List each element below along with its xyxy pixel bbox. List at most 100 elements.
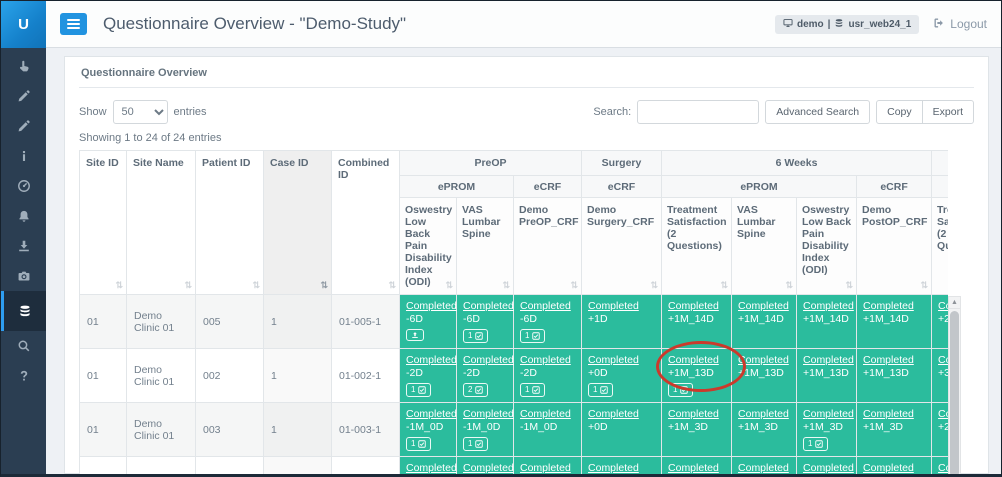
vertical-scrollbar[interactable]: ▲ [948, 296, 961, 474]
completed-link[interactable]: Completed [863, 300, 914, 312]
sidebar-item-hand-pointer[interactable] [1, 51, 46, 81]
completed-link[interactable]: Completed [406, 354, 457, 366]
entry-count-badge[interactable]: 1 [406, 437, 432, 451]
form-type-subheader: eCRF [512, 175, 583, 198]
completed-link[interactable]: Completed [668, 354, 719, 366]
logout-button[interactable]: Logout [933, 17, 987, 32]
column-header-case-id[interactable]: Case ID ⇅ [263, 150, 332, 295]
questionnaire-column-header[interactable]: Oswestry Low Back Pain Disability Index … [399, 197, 457, 295]
sidebar-item-gauge[interactable] [1, 171, 46, 201]
sidebar-item-search[interactable] [1, 331, 46, 361]
column-header-patient-id[interactable]: Patient ID ⇅ [195, 150, 264, 295]
export-button[interactable]: Export [921, 100, 974, 124]
sort-icon[interactable]: ⇅ [785, 280, 794, 290]
sort-icon[interactable]: ⇅ [115, 280, 123, 290]
completed-link[interactable]: Completed [668, 408, 719, 420]
menu-toggle-button[interactable] [60, 13, 87, 35]
completed-link[interactable]: Completed [463, 300, 514, 312]
schedule-offset: +1D [588, 313, 608, 325]
completed-link[interactable]: Completed [406, 300, 457, 312]
questionnaire-column-header[interactable]: Treatment Satisfaction (2 Questions)⇅ [931, 197, 948, 295]
completed-link[interactable]: Completed [738, 300, 789, 312]
completed-link[interactable]: Completed [738, 354, 789, 366]
questionnaire-column-header[interactable]: Demo Surgery_CRF ⇅ [581, 197, 663, 295]
completed-link[interactable]: Completed [668, 300, 719, 312]
completed-link[interactable]: Completed [803, 300, 854, 312]
sort-icon[interactable]: ⇅ [650, 280, 659, 290]
entry-count-badge[interactable]: 1 [406, 383, 432, 397]
completed-link[interactable]: Completed [863, 354, 914, 366]
completed-link[interactable]: Completed [938, 354, 948, 366]
sidebar-item-camera[interactable] [1, 261, 46, 291]
completed-link[interactable]: Completed [520, 354, 571, 366]
entry-count-badge[interactable]: 1 [520, 329, 546, 343]
questionnaire-column-header[interactable]: Oswestry Low Back Pain Disability Index … [796, 197, 858, 295]
scroll-up-arrow-icon[interactable]: ▲ [949, 297, 960, 309]
completed-link[interactable]: Completed [406, 408, 457, 420]
completed-link[interactable]: Completed [668, 462, 719, 474]
sidebar-item-download[interactable] [1, 231, 46, 261]
completed-link[interactable]: Completed [520, 408, 571, 420]
search-input[interactable] [637, 100, 760, 124]
scrollbar-thumb[interactable] [950, 311, 959, 474]
completed-link[interactable]: Completed [803, 354, 854, 366]
app-logo[interactable]: U [1, 1, 46, 48]
questionnaire-column-header[interactable]: Treatment Satisfaction (2 Questions)⇅ [661, 197, 733, 295]
completed-link[interactable]: Completed [463, 462, 514, 474]
sort-icon[interactable]: ⇅ [845, 280, 854, 290]
sidebar-item-question[interactable] [1, 361, 46, 391]
entry-count-badge[interactable]: 1 [668, 383, 694, 397]
entry-count-badge[interactable] [406, 329, 424, 341]
sidebar-item-pencil[interactable] [1, 81, 46, 111]
completed-link[interactable]: Completed [520, 462, 571, 474]
entry-count-badge[interactable]: 1 [463, 329, 489, 343]
completed-link[interactable]: Completed [520, 300, 571, 312]
copy-button[interactable]: Copy [876, 100, 923, 124]
sort-icon[interactable]: ⇅ [570, 280, 579, 290]
sort-icon[interactable]: ⇅ [720, 280, 729, 290]
completed-link[interactable]: Completed [803, 408, 854, 420]
sidebar-item-pencil[interactable] [1, 111, 46, 141]
questionnaire-column-header[interactable]: VAS Lumbar Spine ⇅ [731, 197, 798, 295]
completed-link[interactable]: Completed [938, 300, 948, 312]
completed-link[interactable]: Completed [738, 408, 789, 420]
sort-icon[interactable]: ⇅ [445, 280, 453, 290]
completed-link[interactable]: Completed [406, 462, 457, 474]
questionnaire-column-header[interactable]: Demo PostOP_CRF ⇅ [856, 197, 933, 295]
completed-link[interactable]: Completed [863, 408, 914, 420]
completed-link[interactable]: Completed [463, 354, 514, 366]
completed-link[interactable]: Completed [588, 300, 639, 312]
column-header-site-id[interactable]: Site ID ⇅ [79, 150, 127, 295]
completed-link[interactable]: Completed [738, 462, 789, 474]
completed-link[interactable]: Completed [863, 462, 914, 474]
column-header-site-name[interactable]: Site Name ⇅ [126, 150, 196, 295]
completed-link[interactable]: Completed [938, 408, 948, 420]
completed-link[interactable]: Completed [463, 408, 514, 420]
entry-count-badge[interactable]: 2 [463, 383, 489, 397]
sidebar-item-database[interactable] [1, 291, 46, 331]
sort-icon[interactable]: ⇅ [184, 280, 192, 290]
completed-link[interactable]: Completed [938, 462, 948, 474]
sort-icon[interactable]: ⇅ [252, 280, 260, 290]
sort-icon[interactable]: ⇅ [320, 280, 328, 290]
questionnaire-column-header[interactable]: Demo PreOP_CRF ⇅ [512, 197, 583, 295]
completed-link[interactable]: Completed [588, 408, 639, 420]
sort-icon[interactable]: ⇅ [920, 280, 929, 290]
page-title: Questionnaire Overview - "Demo-Study" [103, 14, 407, 33]
sidebar-item-bell[interactable] [1, 201, 46, 231]
advanced-search-button[interactable]: Advanced Search [765, 100, 871, 124]
column-header-combined-id[interactable]: Combined ID ⇅ [331, 150, 400, 295]
entry-count-badge[interactable]: 1 [803, 437, 829, 451]
page-length-select[interactable]: 50 [112, 100, 168, 124]
entry-count-badge[interactable]: 1 [588, 383, 614, 397]
completed-link[interactable]: Completed [803, 462, 854, 474]
sort-icon[interactable]: ⇅ [388, 280, 396, 290]
completed-link[interactable]: Completed [588, 462, 639, 474]
sort-icon[interactable]: ⇅ [502, 280, 510, 290]
questionnaire-column-header[interactable]: VAS Lumbar Spine ⇅ [456, 197, 514, 295]
completed-link[interactable]: Completed [588, 354, 639, 366]
status-cell: Completed -1M_0D 1 [399, 402, 457, 457]
sidebar-item-info[interactable] [1, 141, 46, 171]
entry-count-badge[interactable]: 1 [463, 437, 489, 451]
entry-count-badge[interactable]: 1 [520, 383, 546, 397]
